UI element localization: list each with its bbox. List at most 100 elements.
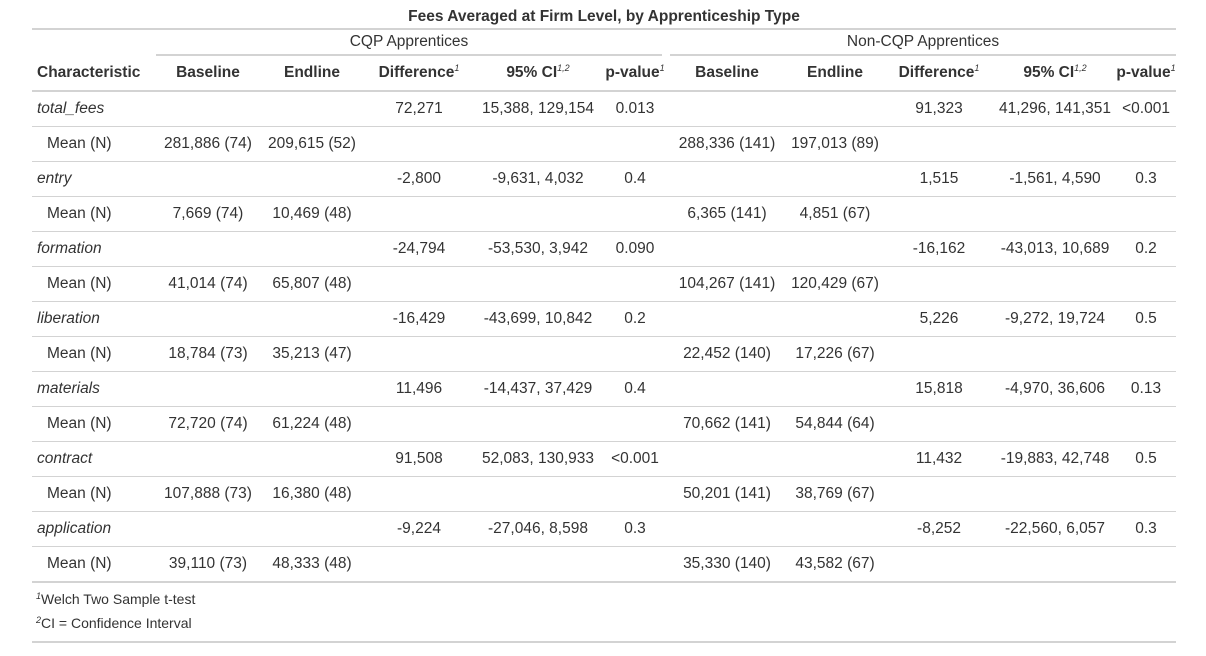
- table-cell: [156, 371, 260, 407]
- table-cell: [474, 336, 602, 372]
- table-cell: 281,886 (74): [156, 126, 260, 162]
- table-cell: 0.2: [602, 301, 669, 337]
- statistic-label: Mean (N): [32, 476, 156, 512]
- table-cell: 38,769 (67): [786, 476, 885, 512]
- table-cell: [364, 126, 474, 162]
- table-cell: [260, 371, 364, 407]
- variable-label: total_fees: [32, 90, 156, 127]
- table-cell: [474, 406, 602, 442]
- table-cell: 0.3: [1116, 511, 1177, 547]
- table-cell: [1116, 196, 1177, 232]
- table-cell: [786, 441, 885, 477]
- table-cell: 5,226: [884, 301, 995, 337]
- table-cell: 104,267 (141): [668, 266, 787, 302]
- table-cell: [1116, 266, 1177, 302]
- statistic-row: Mean (N) 41,014 (74) 65,807 (48) 104,267 (1…: [32, 266, 1177, 302]
- table-cell: <0.001: [1116, 90, 1177, 127]
- table-cell: 72,271: [364, 90, 474, 127]
- table-cell: -19,883, 42,748: [994, 441, 1117, 477]
- statistic-label: Mean (N): [32, 336, 156, 372]
- table-cell: [1116, 406, 1177, 442]
- table-cell: -9,224: [364, 511, 474, 547]
- col-noncqp-difference: Difference1: [884, 56, 995, 92]
- table-cell: 70,662 (141): [668, 406, 787, 442]
- table-cell: [668, 161, 787, 197]
- table-cell: 11,432: [884, 441, 995, 477]
- table-cell: -27,046, 8,598: [474, 511, 602, 547]
- footnote-2: 2CI = Confidence Interval: [36, 615, 192, 631]
- spanner-non-cqp: Non-CQP Apprentices: [668, 29, 1177, 56]
- table-cell: -43,699, 10,842: [474, 301, 602, 337]
- table-cell: 16,380 (48): [260, 476, 364, 512]
- col-cqp-difference: Difference1: [364, 56, 474, 92]
- col-cqp-ci: 95% CI1,2: [474, 56, 602, 92]
- table-cell: 0.013: [602, 90, 669, 127]
- table-cell: 72,720 (74): [156, 406, 260, 442]
- table-cell: [156, 161, 260, 197]
- footnote-1: 1Welch Two Sample t-test: [36, 591, 196, 607]
- col-cqp-baseline: Baseline: [156, 56, 260, 92]
- table-cell: 22,452 (140): [668, 336, 787, 372]
- table-cell: [260, 90, 364, 127]
- table-cell: -16,429: [364, 301, 474, 337]
- table-cell: 18,784 (73): [156, 336, 260, 372]
- table-cell: 0.13: [1116, 371, 1177, 407]
- table-cell: 41,014 (74): [156, 266, 260, 302]
- table-cell: [602, 546, 669, 583]
- table-cell: [364, 476, 474, 512]
- table-cell: -24,794: [364, 231, 474, 267]
- statistic-row: Mean (N) 7,669 (74) 10,469 (48) 6,365 (141)…: [32, 196, 1177, 232]
- table-cell: [156, 231, 260, 267]
- statistic-label: Mean (N): [32, 266, 156, 302]
- table-cell: [994, 476, 1117, 512]
- table-cell: -9,631, 4,032: [474, 161, 602, 197]
- table-cell: 35,330 (140): [668, 546, 787, 583]
- variable-row: materials 11,496 -14,437, 37,429 0.4 15,818-…: [32, 371, 1177, 407]
- table-cell: [786, 90, 885, 127]
- col-noncqp-p-value: p-value1: [1116, 56, 1177, 92]
- table-cell: [364, 336, 474, 372]
- statistic-label: Mean (N): [32, 406, 156, 442]
- table-cell: [474, 126, 602, 162]
- table-cell: [260, 231, 364, 267]
- table-cell: 7,669 (74): [156, 196, 260, 232]
- table-title: Fees Averaged at Firm Level, by Apprenti…: [408, 8, 800, 25]
- variable-row: entry -2,800 -9,631, 4,032 0.4 1,515 -1,561, …: [32, 161, 1177, 197]
- table-cell: [668, 231, 787, 267]
- table-cell: 10,469 (48): [260, 196, 364, 232]
- table-cell: 0.3: [602, 511, 669, 547]
- col-noncqp-ci: 95% CI1,2: [994, 56, 1117, 92]
- table-cell: [260, 511, 364, 547]
- table-cell: [884, 336, 995, 372]
- table-cell: 17,226 (67): [786, 336, 885, 372]
- spanner-cqp: CQP Apprentices: [156, 29, 668, 56]
- table-cell: 11,496: [364, 371, 474, 407]
- table-cell: 0.2: [1116, 231, 1177, 267]
- variable-label: formation: [32, 231, 156, 267]
- statistic-row: Mean (N) 39,110 (73) 48,333 (48) 35,330 (14…: [32, 546, 1177, 583]
- footnotes: 1Welch Two Sample t-test 2CI = Confidenc…: [32, 583, 1176, 643]
- table-cell: 0.3: [1116, 161, 1177, 197]
- variable-row: application -9,224 -27,046, 8,598 0.3 -8,252…: [32, 511, 1177, 547]
- statistic-row: Mean (N) 107,888 (73) 16,380 (48) 50,201 (1…: [32, 476, 1177, 512]
- table-cell: [786, 511, 885, 547]
- table-cell: 0.5: [1116, 301, 1177, 337]
- table-cell: -22,560, 6,057: [994, 511, 1117, 547]
- col-cqp-endline: Endline: [260, 56, 364, 92]
- table-cell: 6,365 (141): [668, 196, 787, 232]
- table-cell: [602, 196, 669, 232]
- statistic-label: Mean (N): [32, 126, 156, 162]
- table-cell: [364, 266, 474, 302]
- table-container: Fees Averaged at Firm Level, by Apprenti…: [32, 6, 1177, 643]
- col-cqp-p-value: p-value1: [602, 56, 669, 92]
- table-cell: [1116, 476, 1177, 512]
- col-noncqp-baseline: Baseline: [668, 56, 787, 92]
- table-cell: -16,162: [884, 231, 995, 267]
- variable-row: total_fees 72,271 15,388, 129,154 0.013 91,3…: [32, 90, 1177, 127]
- table-cell: -14,437, 37,429: [474, 371, 602, 407]
- table-cell: [364, 406, 474, 442]
- table-cell: 91,323: [884, 90, 995, 127]
- table-cell: [364, 546, 474, 583]
- table-cell: [1116, 126, 1177, 162]
- table-cell: [156, 301, 260, 337]
